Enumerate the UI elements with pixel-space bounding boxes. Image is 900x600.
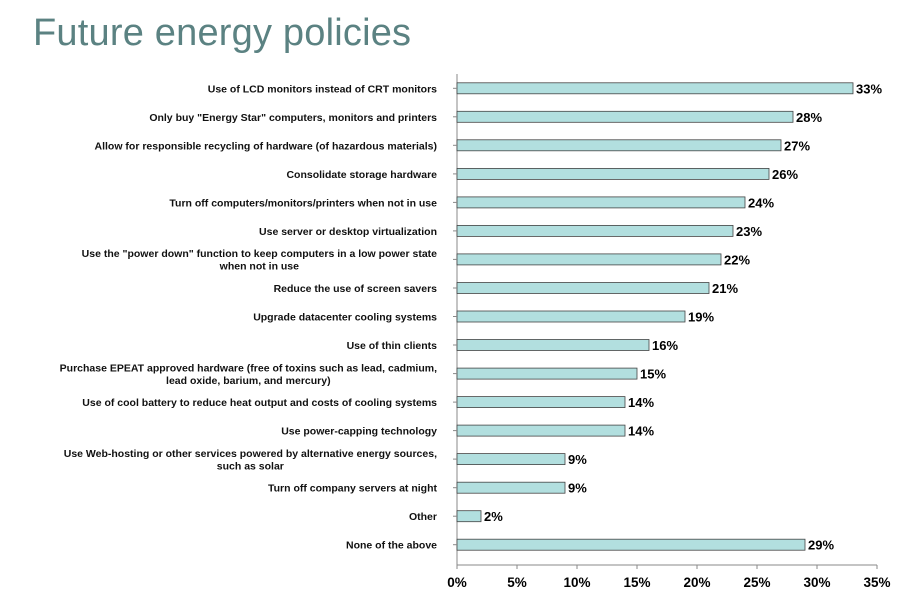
category-label: Use Web-hosting or other services powere… [64, 448, 437, 473]
page-title: Future energy policies [33, 12, 412, 54]
data-label: 26% [772, 167, 798, 182]
x-tick-label: 5% [507, 575, 527, 590]
bar [456, 139, 782, 152]
bar [456, 367, 638, 380]
x-tick-label: 0% [447, 575, 467, 590]
data-label: 22% [724, 252, 750, 267]
bar [456, 167, 770, 180]
data-label: 19% [688, 310, 714, 325]
data-label: 29% [808, 538, 834, 553]
x-tick-label: 35% [863, 575, 890, 590]
category-label-line: Turn off computers/monitors/printers whe… [169, 197, 437, 209]
category-label-line: None of the above [346, 540, 437, 552]
data-label: 24% [748, 195, 774, 210]
category-label-line: when not in use [219, 261, 299, 273]
category-label-line: Use of LCD monitors instead of CRT monit… [208, 83, 437, 95]
category-label: Use of cool battery to reduce heat outpu… [82, 397, 437, 409]
category-label: Purchase EPEAT approved hardware (free o… [60, 362, 437, 387]
data-label: 15% [640, 367, 666, 382]
x-tick-label: 30% [803, 575, 830, 590]
data-label: 28% [796, 110, 822, 125]
bar [456, 453, 566, 466]
bar [456, 310, 686, 323]
category-label-line: Purchase EPEAT approved hardware (free o… [60, 362, 437, 374]
x-tick-label: 15% [623, 575, 650, 590]
category-label: Use the "power down" function to keep co… [82, 248, 437, 273]
data-label: 23% [736, 224, 762, 239]
x-tick-label: 10% [563, 575, 590, 590]
data-label: 14% [628, 424, 654, 439]
category-label-line: Consolidate storage hardware [286, 169, 437, 181]
data-label: 21% [712, 281, 738, 296]
category-label-line: Other [409, 511, 437, 523]
category-label: Use of LCD monitors instead of CRT monit… [208, 83, 437, 95]
category-label: Turn off company servers at night [268, 483, 438, 495]
bar [456, 396, 626, 409]
data-label: 16% [652, 338, 678, 353]
bar [456, 224, 734, 237]
category-label-line: Use power-capping technology [281, 426, 437, 438]
category-label-line: Use of thin clients [347, 340, 438, 352]
bar [456, 82, 854, 95]
category-label: Consolidate storage hardware [286, 169, 437, 181]
category-label: None of the above [346, 540, 437, 552]
category-label-line: Allow for responsible recycling of hardw… [95, 140, 438, 152]
bar [456, 282, 710, 294]
x-tick-label: 20% [683, 575, 710, 590]
category-label: Reduce the use of screen savers [274, 283, 438, 295]
category-label-line: Use of cool battery to reduce heat outpu… [82, 397, 437, 409]
category-label: Use server or desktop virtualization [259, 226, 437, 238]
bar [456, 110, 794, 123]
data-label: 9% [568, 481, 587, 496]
bar [456, 424, 626, 437]
category-label: Only buy "Energy Star" computers, monito… [149, 112, 437, 124]
category-label: Other [409, 511, 437, 523]
category-label: Turn off computers/monitors/printers whe… [169, 197, 437, 209]
bar [456, 481, 566, 494]
data-label: 9% [568, 452, 587, 467]
bar [456, 196, 746, 209]
data-label: 33% [856, 81, 882, 96]
bar [456, 510, 482, 523]
category-label-line: Use server or desktop virtualization [259, 226, 437, 238]
data-label: 27% [784, 138, 810, 153]
bar [456, 538, 806, 551]
data-label: 14% [628, 395, 654, 410]
category-label-line: Use Web-hosting or other services powere… [64, 448, 437, 460]
category-label: Upgrade datacenter cooling systems [253, 312, 437, 324]
category-label: Use power-capping technology [281, 426, 437, 438]
data-label: 2% [484, 509, 503, 524]
category-label: Use of thin clients [347, 340, 438, 352]
category-label-line: such as solar [217, 460, 284, 472]
category-label-line: Turn off company servers at night [268, 483, 438, 495]
x-tick-label: 25% [743, 575, 770, 590]
category-label-line: Upgrade datacenter cooling systems [253, 312, 437, 324]
category-label-line: Use the "power down" function to keep co… [82, 248, 437, 260]
category-label-line: Only buy "Energy Star" computers, monito… [149, 112, 437, 124]
category-label-line: lead oxide, barium, and mercury) [166, 375, 331, 387]
category-label-line: Reduce the use of screen savers [274, 283, 438, 295]
bar [456, 253, 722, 266]
bar [456, 339, 650, 351]
category-label: Allow for responsible recycling of hardw… [95, 140, 438, 152]
